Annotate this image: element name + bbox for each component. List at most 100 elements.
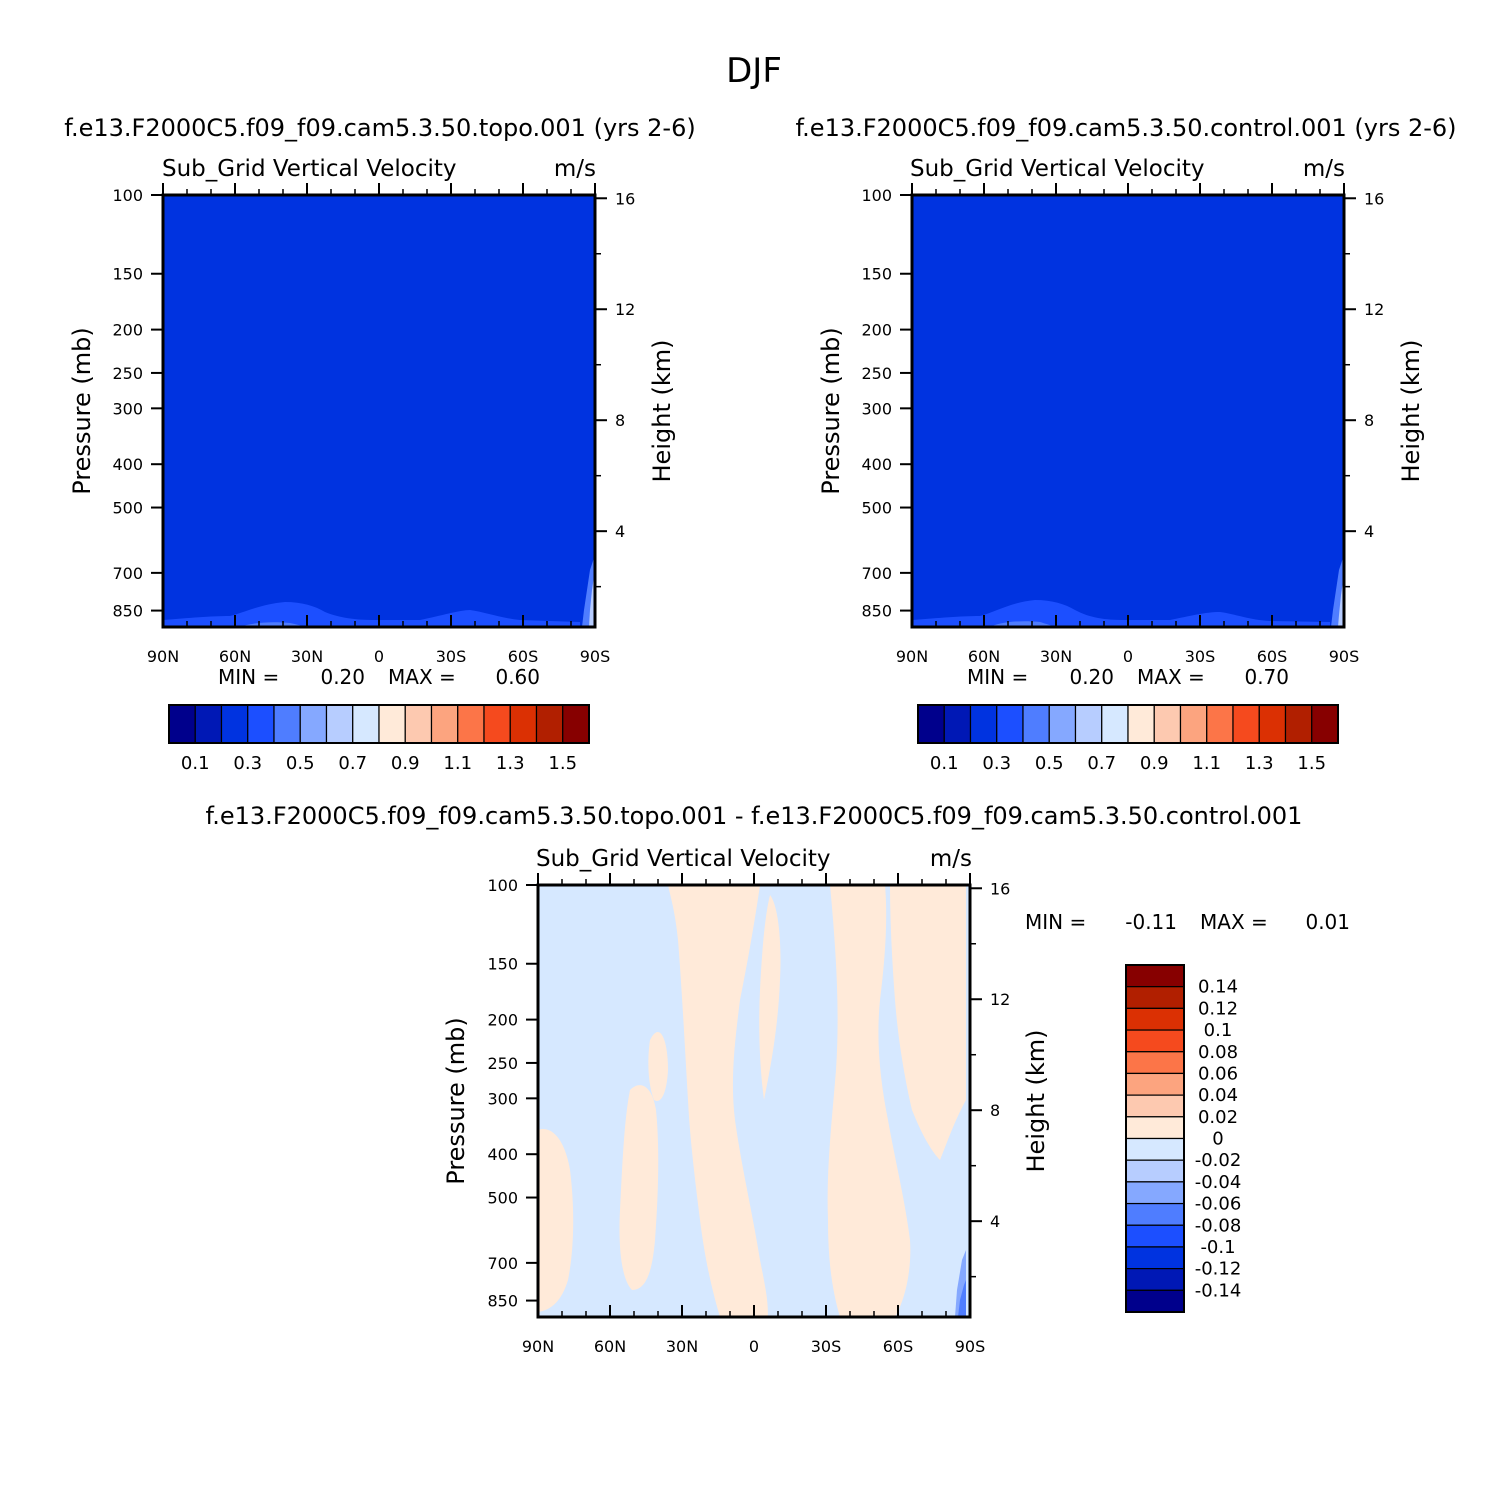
topo-colorbar-box [404, 704, 433, 744]
topo-min-label: MIN = [218, 665, 279, 689]
diff-colorbar-label: -0.12 [1195, 1259, 1242, 1280]
diff-ylabel-right: Height (km) [1022, 1030, 1050, 1173]
diff-max-label: MAX = [1200, 910, 1268, 934]
panel-control-variable: Sub_Grid Vertical Velocity [910, 156, 1205, 182]
control-max-value: 0.70 [1244, 665, 1289, 689]
diff-ytick-right-label: 16 [990, 879, 1010, 898]
diff-positive-sliver [759, 895, 781, 1100]
diff-ytick-left-label: 500 [487, 1189, 518, 1208]
topo-colorbar-box [535, 704, 564, 744]
topo-ylabel-right: Height (km) [648, 340, 676, 483]
diff-positive-band-30s [827, 885, 911, 1317]
diff-colorbar-label: 0.08 [1198, 1042, 1238, 1063]
control-colorbar-box [1284, 704, 1313, 744]
topo-xtick-label: 30S [436, 647, 467, 666]
topo-colorbar-box [220, 704, 249, 744]
panel-diff-variable: Sub_Grid Vertical Velocity [536, 846, 831, 872]
topo-colorbar-label: 0.9 [391, 753, 420, 774]
panel-diff-units: m/s [930, 846, 972, 872]
control-ytick-left-label: 200 [861, 321, 892, 340]
topo-colorbar-box [325, 704, 354, 744]
control-colorbar-box [1101, 704, 1129, 744]
topo-colorbar-label: 0.3 [233, 753, 262, 774]
control-colorbar-box [1074, 704, 1103, 744]
diff-positive-lobe-30n [619, 1085, 659, 1290]
diff-colorbar-box [1125, 1159, 1185, 1183]
topo-colorbar-box [247, 704, 275, 744]
diff-colorbar-frame [1125, 964, 1185, 1313]
diff-positive-band-equatorial [668, 885, 768, 1317]
diff-xtick-label: 90N [522, 1337, 554, 1356]
diff-ytick-left-label: 400 [487, 1145, 518, 1164]
diff-positive-lobe-high-north [538, 1129, 574, 1312]
control-colorbar-box [1258, 704, 1287, 744]
control-colorbar-box [1153, 704, 1182, 744]
control-colorbar: 0.1 0.3 0.5 0.7 0.9 1.1 1.3 1.5 [917, 704, 1339, 774]
diff-colorbar-box [1125, 1137, 1185, 1161]
control-colorbar-label: 1.5 [1297, 753, 1326, 774]
control-ytick-right-label: 12 [1364, 300, 1384, 319]
topo-max-label: MAX = [388, 665, 456, 689]
control-colorbar-box [1232, 704, 1260, 744]
diff-xtick-label: 90S [955, 1337, 986, 1356]
topo-colorbar-box [457, 704, 485, 744]
control-colorbar-box [996, 704, 1024, 744]
control-contour-low-lobe [912, 600, 1330, 627]
topo-minmax: MIN = 0.20 MAX = 0.60 [218, 665, 540, 689]
diff-xtick-label: 0 [749, 1337, 759, 1356]
panel-control-title: f.e13.F2000C5.f09_f09.cam5.3.50.control.… [795, 114, 1456, 142]
control-ytick-left-label: 100 [861, 186, 892, 205]
control-colorbar-box [1206, 704, 1234, 744]
control-colorbar-box [943, 704, 972, 744]
diff-colorbar-box [1125, 1051, 1185, 1075]
control-colorbar-box [1179, 704, 1208, 744]
diff-colorbar-label: 0.14 [1198, 977, 1238, 998]
diff-colorbar-label: 0 [1212, 1129, 1223, 1150]
topo-ytick-left-label: 500 [112, 499, 143, 518]
topo-xtick-label: 30N [291, 647, 323, 666]
control-ytick-right-label: 16 [1364, 189, 1384, 208]
topo-colorbar-box [194, 704, 223, 744]
diff-ytick-left-label: 200 [487, 1011, 518, 1030]
panel-control-units: m/s [1303, 156, 1345, 182]
diff-colorbar-box [1125, 1202, 1185, 1226]
diff-colorbar-label: -0.14 [1195, 1280, 1242, 1301]
topo-ytick-left-label: 700 [112, 564, 143, 583]
diff-ytick-left-label: 250 [487, 1054, 518, 1073]
control-ylabel-left: Pressure (mb) [817, 327, 845, 494]
diff-min-label: MIN = [1025, 910, 1086, 934]
diff-colorbar-label: -0.06 [1195, 1194, 1242, 1215]
topo-colorbar-label: 1.3 [496, 753, 525, 774]
topo-ytick-left-label: 150 [112, 265, 143, 284]
figure-title: DJF [726, 51, 782, 91]
diff-xtick-label: 30S [811, 1337, 842, 1356]
control-xtick-label: 0 [1123, 647, 1133, 666]
control-ytick-left-label: 300 [861, 399, 892, 418]
topo-field-fill [163, 195, 595, 627]
control-max-label: MAX = [1137, 665, 1205, 689]
panel-diff-plot-area [536, 883, 972, 1319]
control-colorbar-box [917, 704, 945, 744]
control-min-value: 0.20 [1069, 665, 1114, 689]
diff-colorbar-box [1125, 1094, 1185, 1118]
diff-colorbar-label: 0.06 [1198, 1063, 1238, 1084]
diff-colorbar-label: -0.1 [1200, 1237, 1235, 1258]
topo-ytick-left-label: 300 [112, 399, 143, 418]
control-colorbar-label: 1.1 [1192, 753, 1221, 774]
topo-colorbar-label: 0.1 [181, 753, 210, 774]
diff-colorbar-box [1125, 1246, 1185, 1270]
topo-colorbar-box [352, 704, 380, 744]
control-ytick-left-label: 700 [861, 564, 892, 583]
topo-colorbar-label: 0.7 [338, 753, 367, 774]
control-xtick-label: 90N [896, 647, 928, 666]
diff-colorbar-label: -0.04 [1195, 1172, 1242, 1193]
diff-colorbar-label: -0.02 [1195, 1150, 1242, 1171]
topo-ytick-left-label: 200 [112, 321, 143, 340]
diff-colorbar-box [1125, 1029, 1185, 1053]
topo-colorbar-box [299, 704, 328, 744]
control-xtick-label: 30S [1185, 647, 1216, 666]
diff-ytick-left-label: 700 [487, 1254, 518, 1273]
topo-colorbar-label: 1.1 [443, 753, 472, 774]
diff-colorbar-box [1125, 1289, 1185, 1313]
control-min-label: MIN = [967, 665, 1028, 689]
